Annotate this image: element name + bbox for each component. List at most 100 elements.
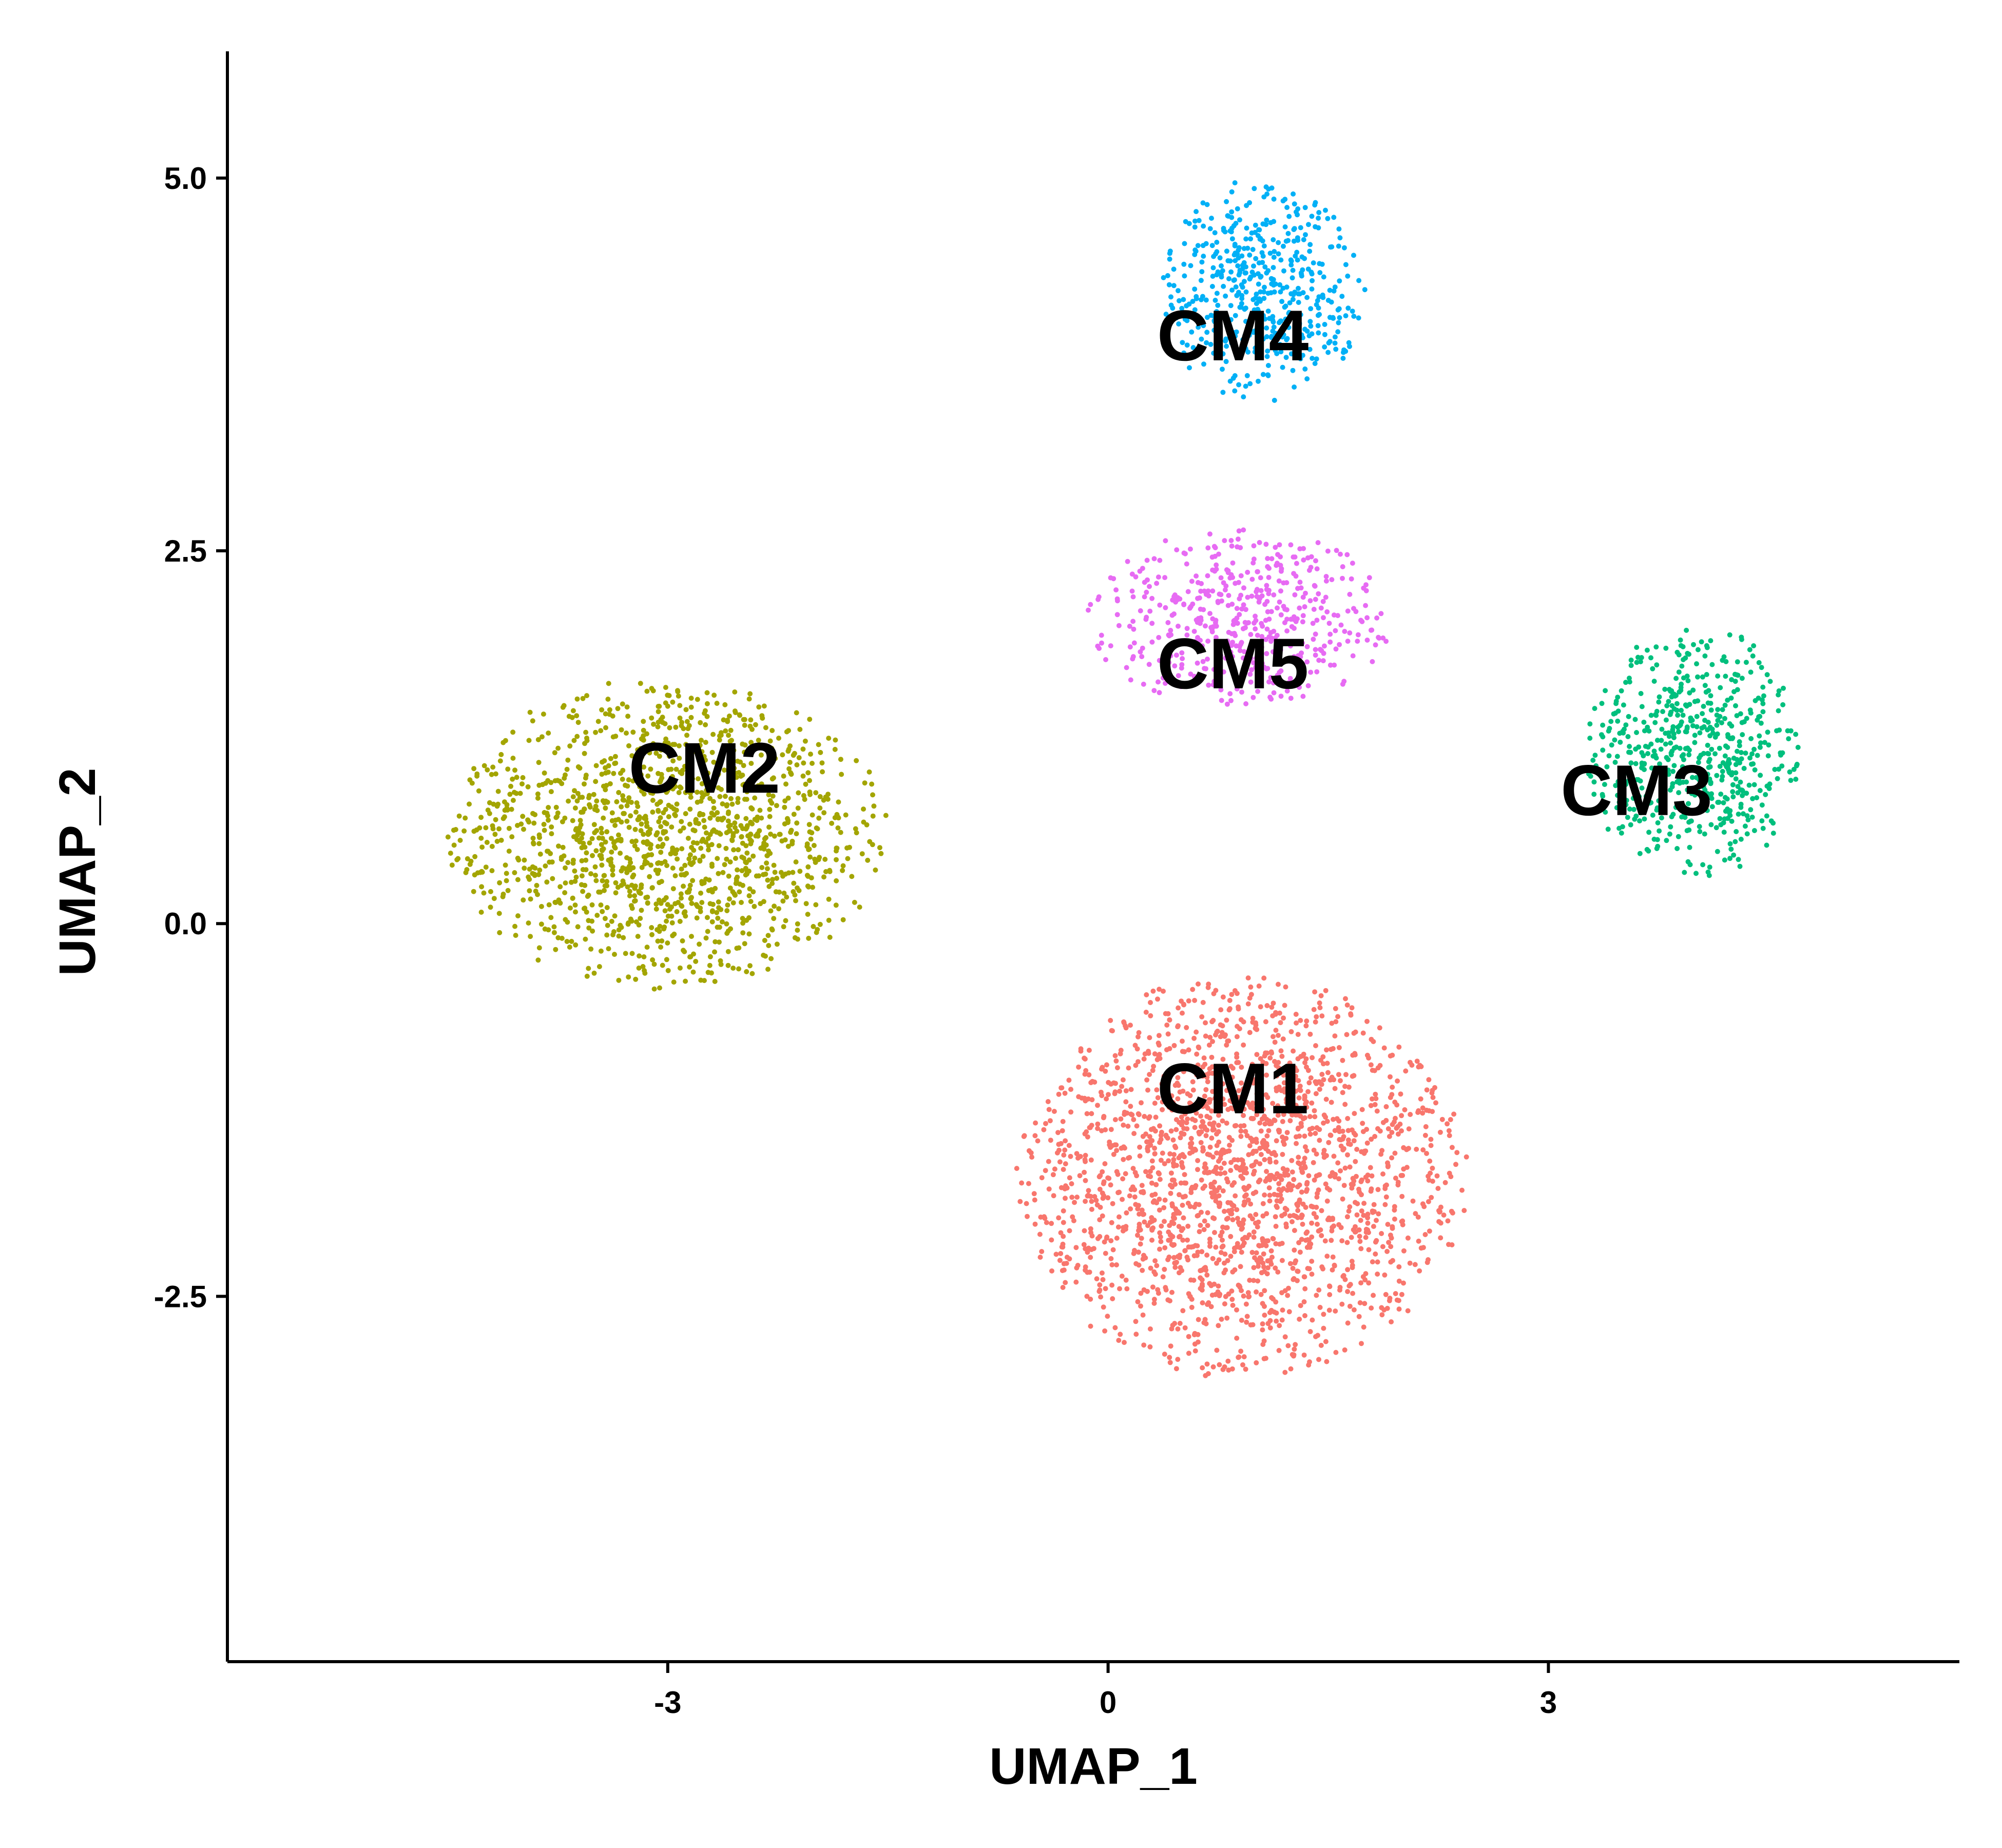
data-point xyxy=(1269,1255,1275,1260)
data-point xyxy=(490,826,496,832)
data-point xyxy=(1302,1060,1307,1066)
data-point xyxy=(536,832,542,838)
data-point xyxy=(1152,1128,1158,1134)
data-point xyxy=(574,696,580,702)
data-point xyxy=(1142,594,1147,600)
data-point xyxy=(1333,628,1338,633)
data-point xyxy=(1646,848,1651,854)
data-point xyxy=(1284,1130,1290,1135)
data-point xyxy=(1276,1033,1281,1038)
data-point xyxy=(698,890,703,896)
data-point xyxy=(1239,606,1245,612)
data-point xyxy=(621,797,627,803)
data-point xyxy=(1302,1144,1308,1150)
data-point xyxy=(1395,1182,1401,1188)
data-point xyxy=(622,811,627,816)
data-point xyxy=(1081,1242,1087,1247)
data-point xyxy=(1382,1272,1388,1278)
data-point xyxy=(794,762,800,767)
data-point xyxy=(1665,767,1671,773)
data-point xyxy=(1192,1125,1198,1130)
data-point xyxy=(838,830,843,835)
data-point xyxy=(1150,1284,1156,1290)
data-point xyxy=(1656,798,1662,803)
data-point xyxy=(733,892,738,898)
data-point xyxy=(1210,1089,1216,1094)
data-point xyxy=(826,896,832,902)
data-point xyxy=(1709,804,1715,810)
data-point xyxy=(1105,1195,1111,1201)
data-point xyxy=(675,856,680,862)
data-point xyxy=(1680,779,1686,785)
data-point xyxy=(1135,1111,1141,1116)
data-point xyxy=(710,732,716,737)
data-point xyxy=(1163,1287,1169,1293)
data-point xyxy=(1169,1219,1175,1225)
data-point xyxy=(1137,1211,1142,1217)
data-point xyxy=(804,873,810,878)
data-point xyxy=(599,830,605,836)
data-point xyxy=(1297,684,1302,690)
data-point xyxy=(1086,1072,1092,1077)
data-point xyxy=(500,740,506,745)
data-point xyxy=(1748,807,1754,813)
data-point xyxy=(1770,831,1776,836)
data-point xyxy=(1265,363,1271,368)
data-point xyxy=(1288,1366,1294,1372)
data-point xyxy=(1285,1293,1291,1298)
data-point xyxy=(687,964,692,970)
data-point xyxy=(713,939,718,945)
data-point xyxy=(682,909,688,915)
data-point xyxy=(515,913,521,919)
data-point xyxy=(1430,1094,1436,1100)
data-point xyxy=(661,830,666,836)
data-point xyxy=(1198,1223,1203,1228)
data-point xyxy=(579,873,585,879)
data-point xyxy=(1149,1219,1155,1224)
data-point xyxy=(651,721,657,727)
data-point xyxy=(1171,611,1177,617)
data-point xyxy=(1190,1079,1196,1085)
data-point xyxy=(1241,1042,1246,1048)
data-point xyxy=(1228,1168,1234,1173)
data-point xyxy=(599,707,605,713)
data-point xyxy=(649,932,654,937)
data-point xyxy=(1208,1304,1214,1310)
data-point xyxy=(1295,586,1300,591)
data-point xyxy=(1190,987,1196,992)
data-point xyxy=(1343,262,1349,267)
data-point xyxy=(1375,1259,1380,1265)
data-point xyxy=(1614,754,1620,759)
data-point xyxy=(1117,1088,1123,1094)
data-point xyxy=(1345,1289,1351,1294)
data-point xyxy=(1203,1033,1208,1039)
data-point xyxy=(1244,1319,1249,1325)
data-point xyxy=(683,978,688,984)
data-point xyxy=(1427,1158,1433,1164)
data-point xyxy=(662,740,668,745)
data-point xyxy=(1138,608,1143,613)
data-point xyxy=(1263,222,1269,227)
data-point xyxy=(654,927,660,933)
data-point xyxy=(628,800,634,805)
data-point xyxy=(1097,1282,1103,1287)
data-point xyxy=(1240,626,1246,631)
data-point xyxy=(612,761,618,766)
data-point xyxy=(1366,1280,1372,1286)
data-point xyxy=(1693,871,1699,876)
data-point xyxy=(765,967,771,972)
data-point xyxy=(1227,691,1233,697)
data-point xyxy=(1127,644,1133,650)
data-point xyxy=(1350,1176,1356,1181)
data-point xyxy=(1096,1174,1102,1180)
data-point xyxy=(1148,1013,1153,1018)
data-point xyxy=(1707,764,1713,769)
data-point xyxy=(1297,1087,1302,1092)
data-point xyxy=(1314,1151,1319,1157)
data-point xyxy=(1254,1112,1260,1118)
data-point xyxy=(1325,216,1331,221)
data-point xyxy=(1274,1088,1279,1093)
data-point xyxy=(596,835,602,841)
data-point xyxy=(1248,679,1254,685)
data-point xyxy=(1032,1133,1038,1139)
